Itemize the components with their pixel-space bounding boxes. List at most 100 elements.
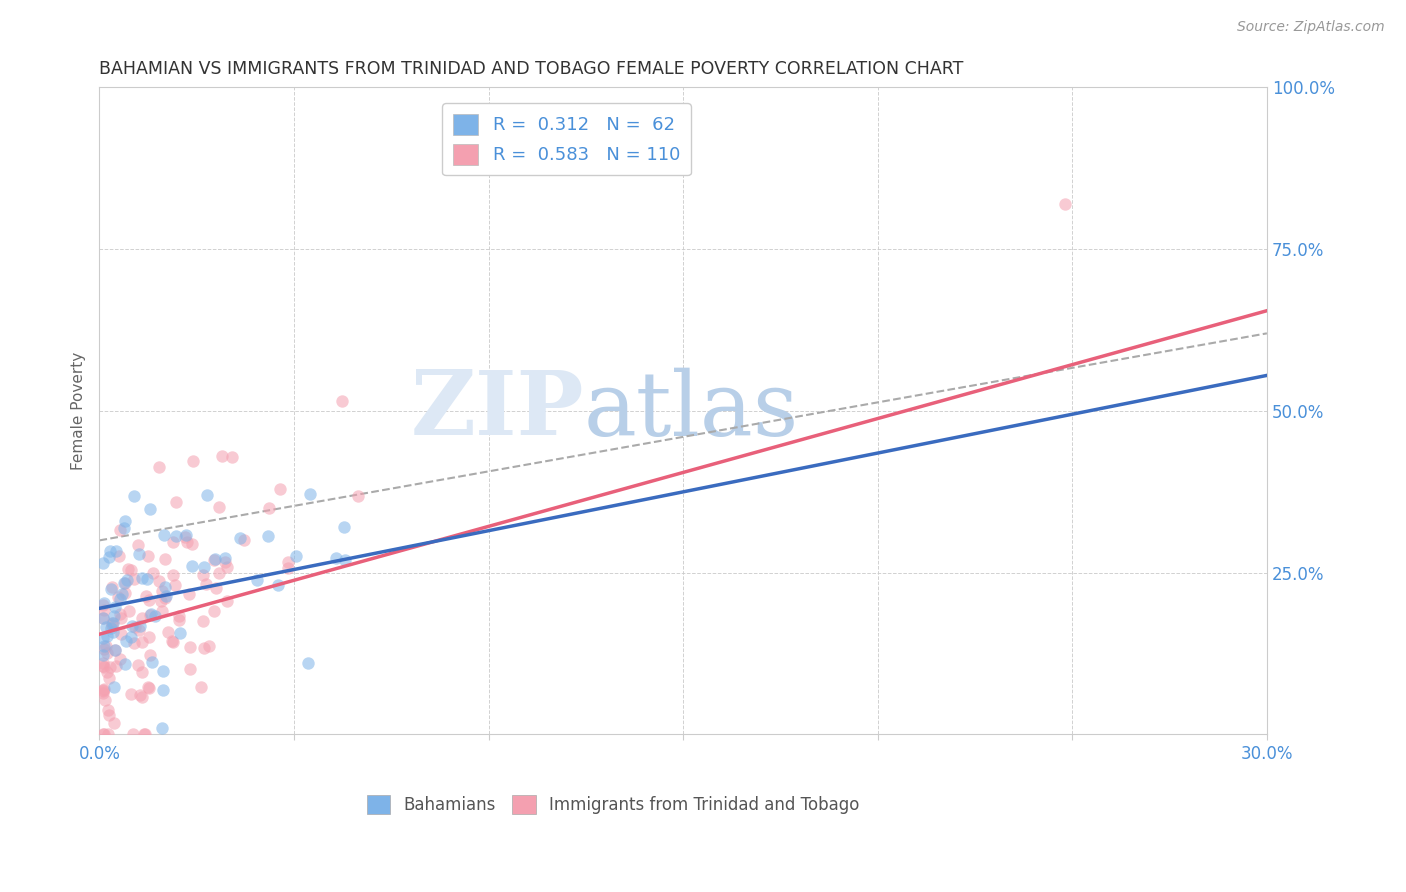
Bahamians (120, 630, 142, 644)
Immigrants from Trinidad and Tobago (103, 715, 125, 730)
Immigrants from Trinidad and Tobago (122, 573, 145, 587)
Text: Source: ZipAtlas.com: Source: ZipAtlas.com (1237, 20, 1385, 34)
Immigrants from Trinidad and Tobago (173, 530, 195, 544)
Bahamians (91, 556, 114, 570)
Immigrants from Trinidad and Tobago (97, 671, 120, 685)
Immigrants from Trinidad and Tobago (93, 642, 115, 657)
Bahamians (214, 550, 236, 565)
Bahamians (139, 502, 162, 516)
Immigrants from Trinidad and Tobago (97, 727, 120, 741)
Immigrants from Trinidad and Tobago (150, 604, 173, 618)
Bahamians (169, 625, 191, 640)
Immigrants from Trinidad and Tobago (198, 640, 221, 654)
Immigrants from Trinidad and Tobago (104, 659, 127, 673)
Immigrants from Trinidad and Tobago (91, 611, 114, 625)
Bahamians (153, 528, 176, 542)
Immigrants from Trinidad and Tobago (118, 604, 141, 618)
Immigrants from Trinidad and Tobago (165, 578, 187, 592)
Immigrants from Trinidad and Tobago (277, 561, 299, 575)
Immigrants from Trinidad and Tobago (205, 582, 228, 596)
Immigrants from Trinidad and Tobago (138, 681, 160, 695)
Immigrants from Trinidad and Tobago (127, 538, 149, 552)
Bahamians (100, 621, 122, 635)
Immigrants from Trinidad and Tobago (108, 523, 131, 537)
Bahamians (115, 573, 138, 587)
Immigrants from Trinidad and Tobago (259, 501, 281, 516)
Immigrants from Trinidad and Tobago (150, 584, 173, 599)
Immigrants from Trinidad and Tobago (93, 602, 115, 616)
Bahamians (91, 610, 114, 624)
Bahamians (91, 648, 114, 662)
Immigrants from Trinidad and Tobago (277, 555, 299, 569)
Bahamians (165, 528, 187, 542)
Immigrants from Trinidad and Tobago (157, 625, 180, 640)
Immigrants from Trinidad and Tobago (193, 614, 215, 628)
Immigrants from Trinidad and Tobago (134, 727, 156, 741)
Immigrants from Trinidad and Tobago (202, 553, 225, 567)
Immigrants from Trinidad and Tobago (162, 633, 184, 648)
Immigrants from Trinidad and Tobago (233, 533, 256, 548)
Bahamians (131, 571, 153, 585)
Immigrants from Trinidad and Tobago (101, 617, 124, 632)
Immigrants from Trinidad and Tobago (138, 630, 160, 644)
Bahamians (246, 573, 269, 587)
Immigrants from Trinidad and Tobago (117, 562, 139, 576)
Immigrants from Trinidad and Tobago (194, 576, 217, 591)
Bahamians (299, 487, 322, 501)
Immigrants from Trinidad and Tobago (101, 616, 124, 631)
Immigrants from Trinidad and Tobago (91, 683, 114, 698)
Immigrants from Trinidad and Tobago (208, 500, 231, 514)
Text: atlas: atlas (583, 368, 799, 455)
Immigrants from Trinidad and Tobago (98, 660, 121, 674)
Bahamians (155, 589, 177, 603)
Bahamians (150, 721, 173, 735)
Bahamians (104, 643, 127, 657)
Immigrants from Trinidad and Tobago (132, 727, 155, 741)
Immigrants from Trinidad and Tobago (108, 549, 131, 564)
Immigrants from Trinidad and Tobago (91, 683, 114, 698)
Bahamians (114, 657, 136, 671)
Immigrants from Trinidad and Tobago (221, 450, 243, 464)
Immigrants from Trinidad and Tobago (96, 646, 118, 660)
Immigrants from Trinidad and Tobago (217, 594, 239, 608)
Immigrants from Trinidad and Tobago (128, 689, 150, 703)
Bahamians (103, 609, 125, 624)
Bahamians (112, 521, 135, 535)
Immigrants from Trinidad and Tobago (120, 563, 142, 577)
Immigrants from Trinidad and Tobago (131, 665, 153, 680)
Immigrants from Trinidad and Tobago (138, 593, 160, 607)
Immigrants from Trinidad and Tobago (165, 495, 187, 509)
Immigrants from Trinidad and Tobago (330, 393, 353, 408)
Immigrants from Trinidad and Tobago (176, 535, 198, 549)
Bahamians (141, 655, 163, 669)
Immigrants from Trinidad and Tobago (139, 607, 162, 622)
Immigrants from Trinidad and Tobago (98, 707, 121, 722)
Bahamians (152, 664, 174, 678)
Immigrants from Trinidad and Tobago (167, 613, 190, 627)
Immigrants from Trinidad and Tobago (191, 568, 214, 582)
Immigrants from Trinidad and Tobago (93, 685, 115, 699)
Immigrants from Trinidad and Tobago (131, 635, 153, 649)
Immigrants from Trinidad and Tobago (155, 552, 177, 566)
Bahamians (229, 531, 252, 545)
Bahamians (129, 619, 152, 633)
Immigrants from Trinidad and Tobago (179, 662, 201, 676)
Bahamians (204, 551, 226, 566)
Immigrants from Trinidad and Tobago (148, 574, 170, 589)
Bahamians (128, 547, 150, 561)
Immigrants from Trinidad and Tobago (217, 559, 239, 574)
Immigrants from Trinidad and Tobago (150, 594, 173, 608)
Bahamians (174, 528, 197, 542)
Bahamians (122, 489, 145, 503)
Immigrants from Trinidad and Tobago (128, 623, 150, 637)
Bahamians (112, 576, 135, 591)
Immigrants from Trinidad and Tobago (167, 609, 190, 624)
Immigrants from Trinidad and Tobago (214, 555, 236, 569)
Bahamians (139, 607, 162, 621)
Immigrants from Trinidad and Tobago (91, 656, 114, 670)
Immigrants from Trinidad and Tobago (108, 652, 131, 666)
Bahamians (97, 549, 120, 564)
Immigrants from Trinidad and Tobago (269, 482, 291, 496)
Bahamians (114, 634, 136, 648)
Immigrants from Trinidad and Tobago (101, 580, 124, 594)
